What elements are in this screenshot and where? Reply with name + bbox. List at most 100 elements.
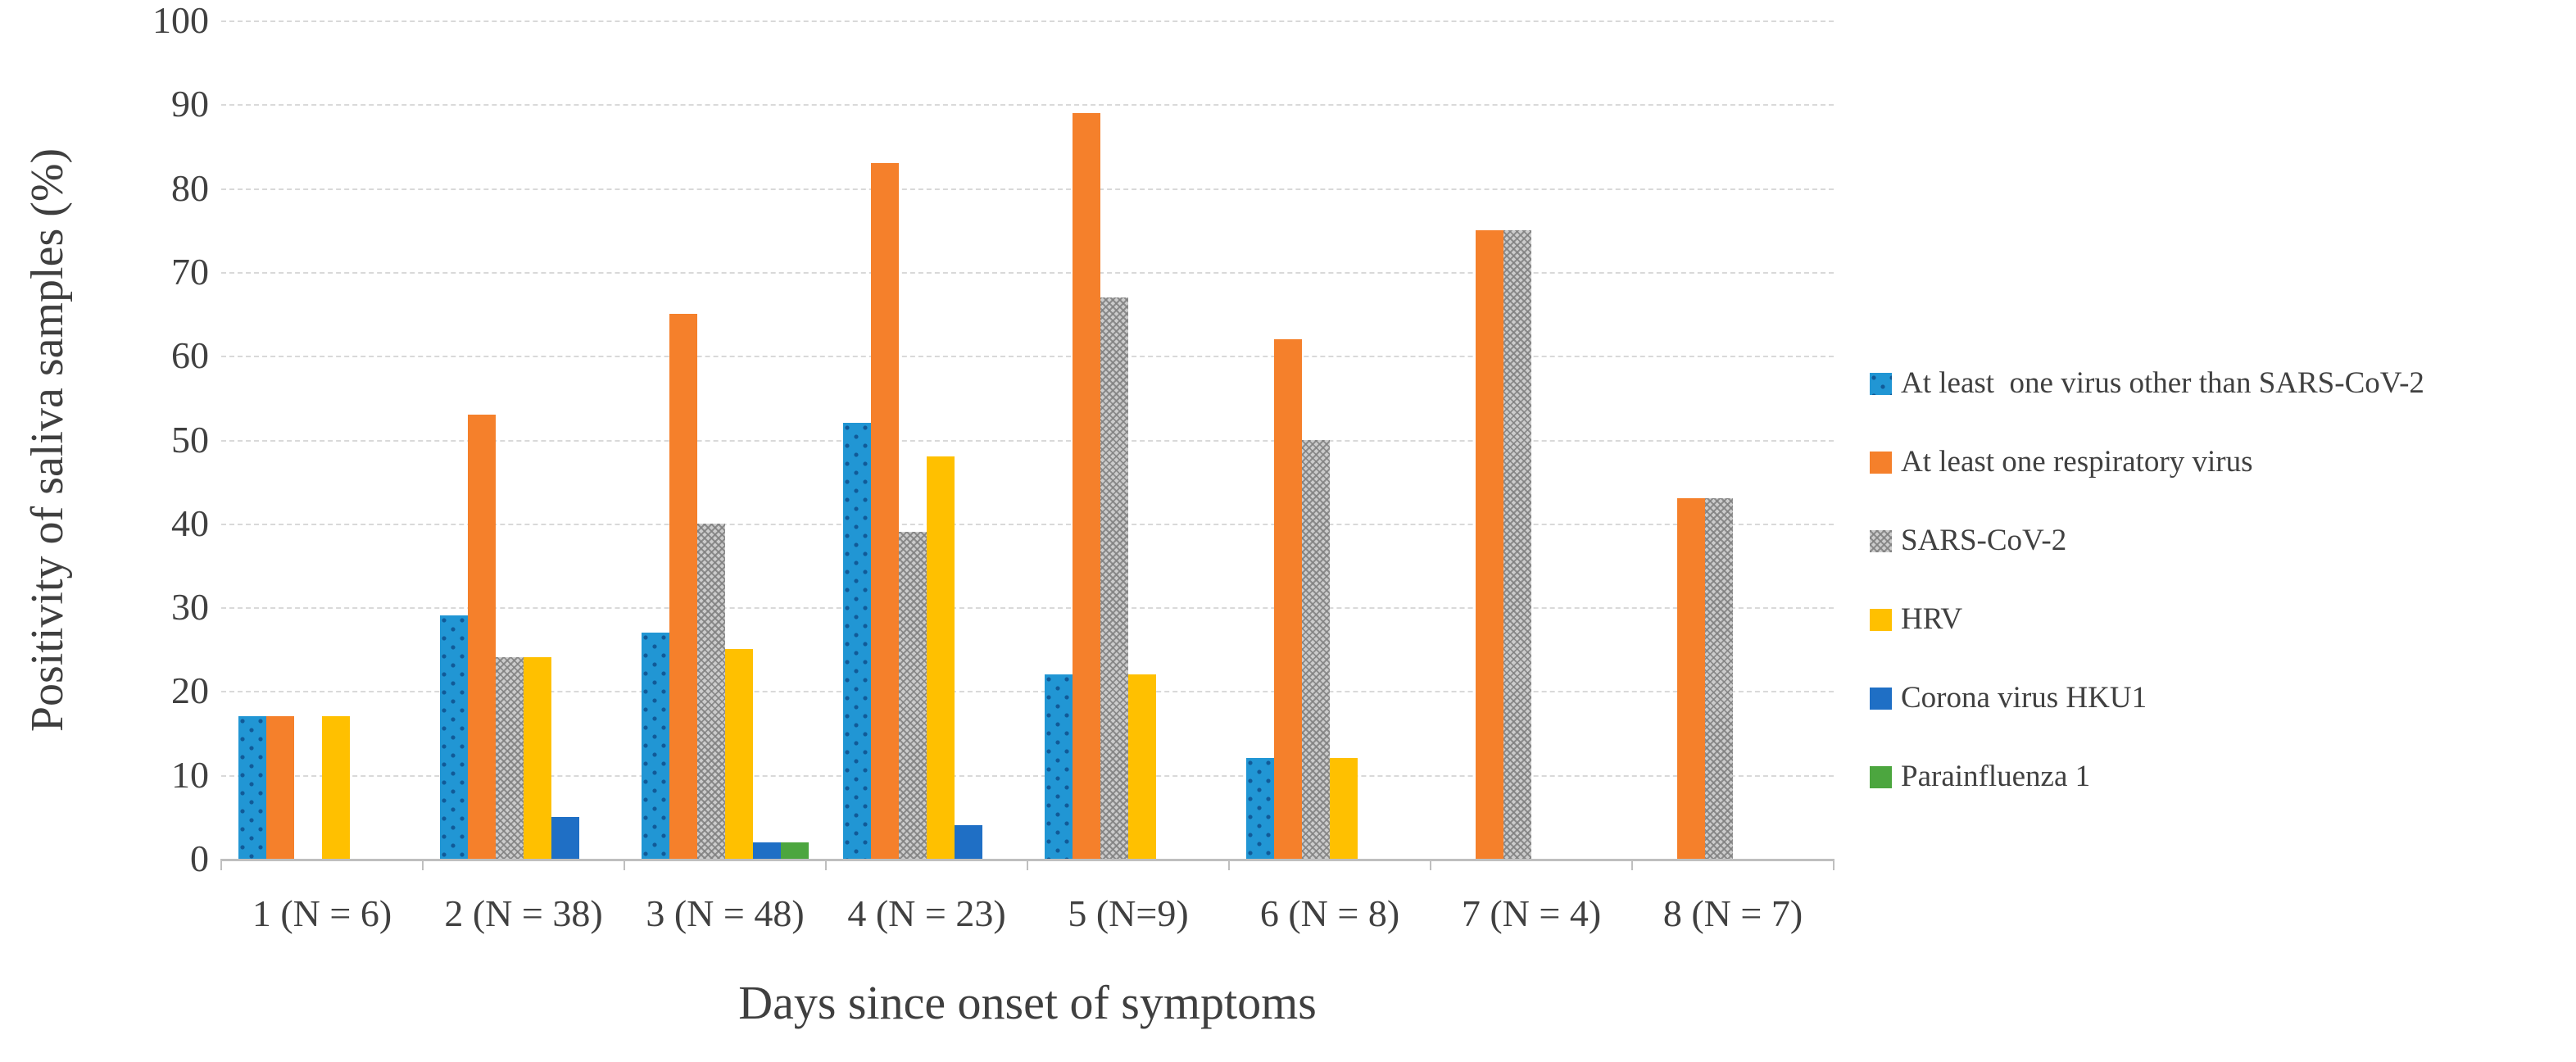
legend-item-3: HRV xyxy=(1870,603,2424,636)
legend-swatch-icon xyxy=(1870,608,1892,631)
bar-series-3-cat-3 xyxy=(725,649,753,859)
legend-label: HRV xyxy=(1901,602,1963,636)
x-tick-label-8: 8 (N = 7) xyxy=(1662,892,1803,934)
bar-series-3-cat-1 xyxy=(322,716,350,859)
bar-series-4-cat-4 xyxy=(955,825,982,859)
bar-series-4-cat-2 xyxy=(551,816,579,859)
x-tick-label-4: 4 (N = 23) xyxy=(847,892,1006,934)
legend-swatch-icon xyxy=(1870,451,1892,474)
x-tick-label-1: 1 (N = 6) xyxy=(252,892,392,934)
bar-group-day-6 xyxy=(1229,20,1431,859)
bar-series-1-cat-6 xyxy=(1274,338,1302,859)
bar-series-0-cat-1 xyxy=(238,716,266,859)
gridline-100 xyxy=(221,20,1834,22)
bar-group-day-4 xyxy=(826,20,1027,859)
legend-item-1: At least one respiratory virus xyxy=(1870,446,2424,479)
bar-series-0-cat-2 xyxy=(440,615,468,859)
legend-swatch-icon xyxy=(1870,372,1892,395)
y-tick-label-90: 90 xyxy=(171,83,209,125)
chart-legend: At least one virus other than SARS-CoV-2… xyxy=(1870,367,2424,793)
bar-series-3-cat-6 xyxy=(1330,758,1358,859)
gridline-70 xyxy=(221,271,1834,274)
bar-group-day-5 xyxy=(1027,20,1229,859)
bar-series-1-cat-1 xyxy=(266,716,294,859)
bar-series-0-cat-6 xyxy=(1246,758,1274,859)
gridline-90 xyxy=(221,104,1834,107)
x-axis-title: Days since onset of symptoms xyxy=(738,976,1317,1029)
bar-group-day-8 xyxy=(1632,20,1834,859)
x-tick-label-2: 2 (N = 38) xyxy=(444,892,603,934)
bar-series-2-cat-3 xyxy=(697,523,725,859)
category-tick-mark xyxy=(624,859,625,870)
y-tick-label-20: 20 xyxy=(171,669,209,712)
bar-series-1-cat-7 xyxy=(1476,229,1503,859)
gridline-60 xyxy=(221,356,1834,358)
y-tick-label-60: 60 xyxy=(171,334,209,377)
bar-series-1-cat-5 xyxy=(1073,112,1100,859)
legend-item-4: Corona virus HKU1 xyxy=(1870,682,2424,715)
y-tick-label-0: 0 xyxy=(190,837,209,879)
bar-series-1-cat-3 xyxy=(669,314,697,859)
legend-swatch-icon xyxy=(1870,765,1892,788)
bar-series-1-cat-8 xyxy=(1677,498,1705,859)
legend-swatch-icon xyxy=(1870,529,1892,552)
y-tick-label-70: 70 xyxy=(171,250,209,293)
y-tick-label-50: 50 xyxy=(171,418,209,461)
bar-series-2-cat-5 xyxy=(1100,297,1128,859)
gridline-80 xyxy=(221,188,1834,190)
x-tick-label-3: 3 (N = 48) xyxy=(646,892,805,934)
category-tick-mark xyxy=(1430,859,1431,870)
bar-group-day-2 xyxy=(423,20,624,859)
bar-series-3-cat-5 xyxy=(1128,674,1156,859)
bar-series-2-cat-6 xyxy=(1302,439,1330,859)
category-tick-mark xyxy=(220,859,222,870)
y-tick-label-100: 100 xyxy=(152,0,209,41)
bar-series-0-cat-4 xyxy=(843,423,871,859)
category-tick-mark xyxy=(1027,859,1028,870)
category-tick-mark xyxy=(1833,859,1834,870)
category-tick-mark xyxy=(422,859,424,870)
bar-series-3-cat-4 xyxy=(927,456,955,859)
bar-series-layer xyxy=(221,20,1834,859)
y-tick-label-80: 80 xyxy=(171,166,209,209)
legend-swatch-icon xyxy=(1870,687,1892,710)
bar-series-1-cat-4 xyxy=(871,162,899,859)
gridline-50 xyxy=(221,439,1834,442)
legend-label: SARS-CoV-2 xyxy=(1901,524,2067,557)
legend-item-5: Parainfluenza 1 xyxy=(1870,760,2424,793)
bar-series-5-cat-3 xyxy=(781,842,809,859)
gridline-30 xyxy=(221,607,1834,610)
bar-series-0-cat-5 xyxy=(1045,674,1073,859)
legend-item-0: At least one virus other than SARS-CoV-2 xyxy=(1870,367,2424,400)
x-tick-label-6: 6 (N = 8) xyxy=(1259,892,1400,934)
bar-group-day-1 xyxy=(221,20,423,859)
x-tick-label-5: 5 (N=9) xyxy=(1068,892,1189,934)
y-tick-label-10: 10 xyxy=(171,753,209,796)
legend-label: Parainfluenza 1 xyxy=(1901,760,2091,793)
plot-area xyxy=(220,20,1834,870)
bar-group-day-7 xyxy=(1431,20,1632,859)
bar-series-0-cat-3 xyxy=(642,632,669,859)
bar-series-3-cat-2 xyxy=(524,657,551,859)
legend-item-2: SARS-CoV-2 xyxy=(1870,524,2424,557)
legend-label: At least one respiratory virus xyxy=(1901,445,2253,479)
gridline-10 xyxy=(221,774,1834,777)
x-tick-label-7: 7 (N = 4) xyxy=(1461,892,1602,934)
bar-series-1-cat-2 xyxy=(468,414,496,859)
y-tick-label-30: 30 xyxy=(171,586,209,629)
legend-label: At least one virus other than SARS-CoV-2 xyxy=(1901,366,2424,400)
bar-series-2-cat-7 xyxy=(1503,229,1531,859)
bar-series-2-cat-4 xyxy=(899,532,927,859)
bar-series-2-cat-2 xyxy=(496,657,524,859)
category-tick-mark xyxy=(1631,859,1633,870)
gridline-20 xyxy=(221,691,1834,693)
category-tick-mark xyxy=(1228,859,1230,870)
y-tick-label-40: 40 xyxy=(171,502,209,544)
x-axis-tick-labels: 1 (N = 6) 2 (N = 38) 3 (N = 48) 4 (N = 23) 5… xyxy=(221,893,1834,934)
legend-label: Corona virus HKU1 xyxy=(1901,681,2147,715)
category-tick-mark xyxy=(825,859,827,870)
bar-series-4-cat-3 xyxy=(753,842,781,859)
bar-series-2-cat-8 xyxy=(1705,498,1733,859)
gridline-40 xyxy=(221,523,1834,525)
